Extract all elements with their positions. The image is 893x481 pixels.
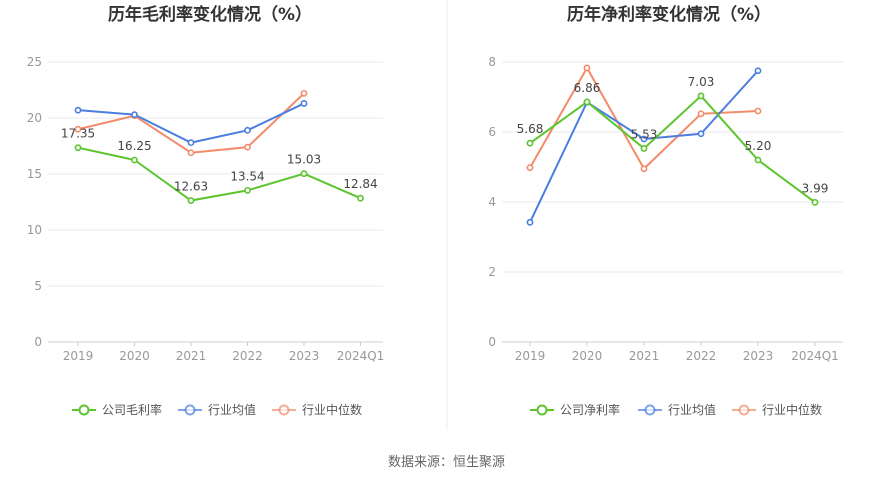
data-point [697,110,705,118]
y-tick-label: 0 [34,335,42,349]
legend-item-1: 公司毛利率 [72,402,162,417]
y-tick-label: 2 [488,265,496,279]
chart-panel-1: 历年毛利率变化情况（%） 0 5 10 15 20 25 2019 2020 2021 2022 20… [27,4,385,417]
y-tick-label: 15 [27,167,42,181]
x-tick-label: 2024Q1 [337,349,385,363]
x-tick-label: 2020 [572,349,603,363]
x-tick-label: 2023 [289,349,320,363]
data-point [187,197,195,204]
data-point [697,130,705,138]
legend-label: 行业中位数 [762,402,822,417]
y-tick-label: 20 [27,111,42,125]
x-tick-label: 2022 [686,349,717,363]
legend-label: 公司毛利率 [102,402,162,417]
data-point [583,64,591,72]
x-tick-label: 2024Q1 [791,349,839,363]
x-tick-label: 2019 [515,349,546,363]
data-point [74,125,82,133]
data-point [187,149,195,157]
data-label: 3.99 [802,181,829,195]
y-tick-label: 8 [488,55,496,69]
data-source-note: 数据来源：恒生聚源 [387,455,505,470]
data-point [640,135,648,143]
data-point [300,89,308,97]
series-line-1 [529,94,816,204]
legend-label: 公司净利率 [560,402,620,417]
data-label: 12.84 [343,177,377,191]
y-tick-label: 5 [34,279,42,293]
data-label: 7.03 [688,75,715,89]
x-tick-label: 2019 [63,349,94,363]
data-point [640,145,648,152]
legend-marker-icon [78,404,90,416]
legend-marker-icon [644,404,656,416]
legend-label: 行业均值 [668,402,716,417]
data-point [754,107,762,115]
legend-marker-icon [278,404,290,416]
data-label: 13.54 [230,169,264,183]
data-label: 16.25 [117,139,151,153]
series-line-2 [77,102,305,144]
data-label: 17.35 [61,127,95,141]
data-point [754,156,762,164]
data-label: 5.68 [517,122,544,136]
chart-title: 历年毛利率变化情况（%） [108,4,312,25]
data-point [187,139,195,147]
data-point [244,186,251,194]
x-tick-label: 2022 [232,349,263,363]
data-label: 12.63 [174,180,208,194]
legend-item-1: 公司净利率 [530,402,620,417]
x-tick-label: 2023 [743,349,774,363]
x-tick-label: 2021 [176,349,207,363]
data-point [526,218,534,226]
data-label: 6.86 [574,81,601,95]
legend-item-2: 行业均值 [638,402,716,417]
legend-item-3: 行业中位数 [732,402,822,417]
legend-item-3: 行业中位数 [272,402,362,417]
legend-label: 行业中位数 [302,402,362,417]
series-line-1 [77,146,361,202]
y-tick-label: 0 [488,335,496,349]
data-point [640,165,648,173]
data-point [583,98,591,106]
data-label: 15.03 [287,153,321,167]
data-point [131,156,138,164]
data-point [357,194,364,202]
data-point [526,164,534,172]
chart-title: 历年净利率变化情况（%） [567,4,771,25]
data-point [244,143,251,151]
data-point [74,144,82,152]
y-tick-label: 10 [27,223,42,237]
legend-marker-icon [536,404,548,416]
legend-marker-icon [184,404,196,416]
data-point [244,126,251,134]
legend-marker-icon [738,404,750,416]
data-point [697,92,705,100]
data-point [811,198,819,206]
data-point [131,111,138,119]
data-point [754,67,762,75]
y-tick-label: 4 [488,195,496,209]
data-point [526,139,534,147]
legend-label: 行业均值 [208,402,256,417]
x-tick-label: 2020 [119,349,150,363]
data-point [300,170,308,178]
y-tick-label: 6 [488,125,496,139]
data-point [300,100,308,107]
data-point [74,106,82,114]
chart-panel-2: 历年净利率变化情况（%） 0 2 4 6 8 2019 2020 2021 2022 2023 202… [488,4,843,417]
data-label: 5.53 [631,127,658,141]
x-tick-label: 2021 [629,349,660,363]
data-label: 5.20 [745,139,772,153]
legend-item-2: 行业均值 [178,402,256,417]
y-tick-label: 25 [27,55,42,69]
